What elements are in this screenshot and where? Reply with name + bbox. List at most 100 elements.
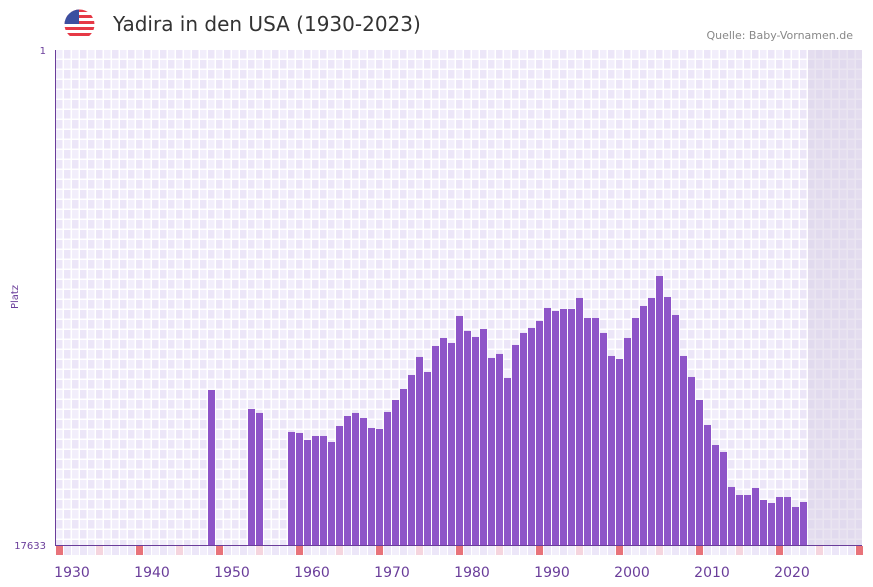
bar-1962[interactable]: [320, 435, 327, 545]
decade-marker: [536, 546, 543, 555]
bar-1986[interactable]: [512, 344, 519, 545]
bar-1963[interactable]: [328, 441, 335, 545]
year-marker: [464, 546, 471, 555]
half-decade-marker: [96, 546, 103, 555]
year-marker: [672, 546, 679, 555]
year-marker: [504, 546, 511, 555]
bar-2006[interactable]: [672, 314, 679, 545]
bar-1967[interactable]: [360, 417, 367, 545]
bar-1984[interactable]: [496, 353, 503, 545]
bar-1975[interactable]: [424, 371, 431, 545]
year-marker: [688, 546, 695, 555]
bar-1964[interactable]: [336, 425, 343, 545]
bar-1988[interactable]: [528, 327, 535, 545]
bar-1985[interactable]: [504, 377, 511, 545]
decade-marker: [376, 546, 383, 555]
year-marker: [728, 546, 735, 555]
bar-2009[interactable]: [696, 399, 703, 545]
bar-2008[interactable]: [688, 376, 695, 545]
bar-1978[interactable]: [448, 342, 455, 545]
bar-1954[interactable]: [256, 412, 263, 545]
bar-2013[interactable]: [728, 486, 735, 545]
source-link[interactable]: Quelle: Baby-Vornamen.de: [706, 29, 853, 42]
bar-1994[interactable]: [576, 297, 583, 545]
bar-2007[interactable]: [680, 355, 687, 545]
bar-1966[interactable]: [352, 412, 359, 545]
bar-2005[interactable]: [664, 296, 671, 545]
year-marker: [88, 546, 95, 555]
bar-1981[interactable]: [472, 336, 479, 545]
year-marker: [784, 546, 791, 555]
bar-2003[interactable]: [648, 297, 655, 545]
bar-1989[interactable]: [536, 320, 543, 545]
year-marker: [200, 546, 207, 555]
bar-1979[interactable]: [456, 315, 463, 545]
year-marker: [392, 546, 399, 555]
bar-2019[interactable]: [776, 496, 783, 545]
bar-2012[interactable]: [720, 451, 727, 545]
bar-1999[interactable]: [616, 358, 623, 545]
year-marker: [704, 546, 711, 555]
bar-1953[interactable]: [248, 408, 255, 545]
bar-1995[interactable]: [584, 317, 591, 545]
bar-1969[interactable]: [376, 428, 383, 545]
year-marker: [240, 546, 247, 555]
half-decade-marker: [336, 546, 343, 555]
bar-1996[interactable]: [592, 317, 599, 545]
bar-2022[interactable]: [800, 501, 807, 545]
bar-2014[interactable]: [736, 495, 743, 545]
bar-1982[interactable]: [480, 328, 487, 545]
bar-1991[interactable]: [552, 310, 559, 545]
bar-2011[interactable]: [712, 445, 719, 545]
year-marker: [80, 546, 87, 555]
bar-2000[interactable]: [624, 337, 631, 545]
bar-2004[interactable]: [656, 275, 663, 545]
bar-1971[interactable]: [392, 399, 399, 545]
bar-1977[interactable]: [440, 337, 447, 545]
bar-1960[interactable]: [304, 439, 311, 545]
bar-1980[interactable]: [464, 330, 471, 545]
half-decade-marker: [256, 546, 263, 555]
bar-2015[interactable]: [744, 495, 751, 545]
bar-1992[interactable]: [560, 308, 567, 545]
bar-2010[interactable]: [704, 424, 711, 545]
bar-1970[interactable]: [384, 411, 391, 545]
year-marker: [632, 546, 639, 555]
bar-1961[interactable]: [312, 435, 319, 545]
bar-1965[interactable]: [344, 416, 351, 545]
bar-2001[interactable]: [632, 317, 639, 545]
bar-1974[interactable]: [416, 356, 423, 545]
x-tick-2020: 2020: [774, 565, 810, 581]
bar-2018[interactable]: [768, 503, 775, 545]
bar-1976[interactable]: [432, 345, 439, 545]
year-marker: [664, 546, 671, 555]
bar-1987[interactable]: [520, 332, 527, 545]
year-marker: [744, 546, 751, 555]
year-marker: [72, 546, 79, 555]
bar-1998[interactable]: [608, 355, 615, 545]
bar-1972[interactable]: [400, 388, 407, 545]
year-marker: [288, 546, 295, 555]
bar-1958[interactable]: [288, 431, 295, 545]
bar-1973[interactable]: [408, 374, 415, 545]
year-marker: [400, 546, 407, 555]
bar-1959[interactable]: [296, 432, 303, 545]
bar-1948[interactable]: [208, 389, 215, 545]
bar-1990[interactable]: [544, 307, 551, 545]
decade-marker: [296, 546, 303, 555]
bar-2002[interactable]: [640, 305, 647, 545]
year-marker: [512, 546, 519, 555]
bar-1968[interactable]: [368, 427, 375, 545]
bar-1983[interactable]: [488, 357, 495, 545]
bar-2020[interactable]: [784, 496, 791, 545]
bar-2017[interactable]: [760, 499, 767, 545]
bar-1993[interactable]: [568, 308, 575, 545]
bar-2016[interactable]: [752, 487, 759, 545]
year-marker: [168, 546, 175, 555]
x-tick-1930: 1930: [54, 565, 90, 581]
bar-1997[interactable]: [600, 332, 607, 545]
year-marker: [128, 546, 135, 555]
year-marker: [232, 546, 239, 555]
bar-2021[interactable]: [792, 506, 799, 545]
year-marker: [64, 546, 71, 555]
